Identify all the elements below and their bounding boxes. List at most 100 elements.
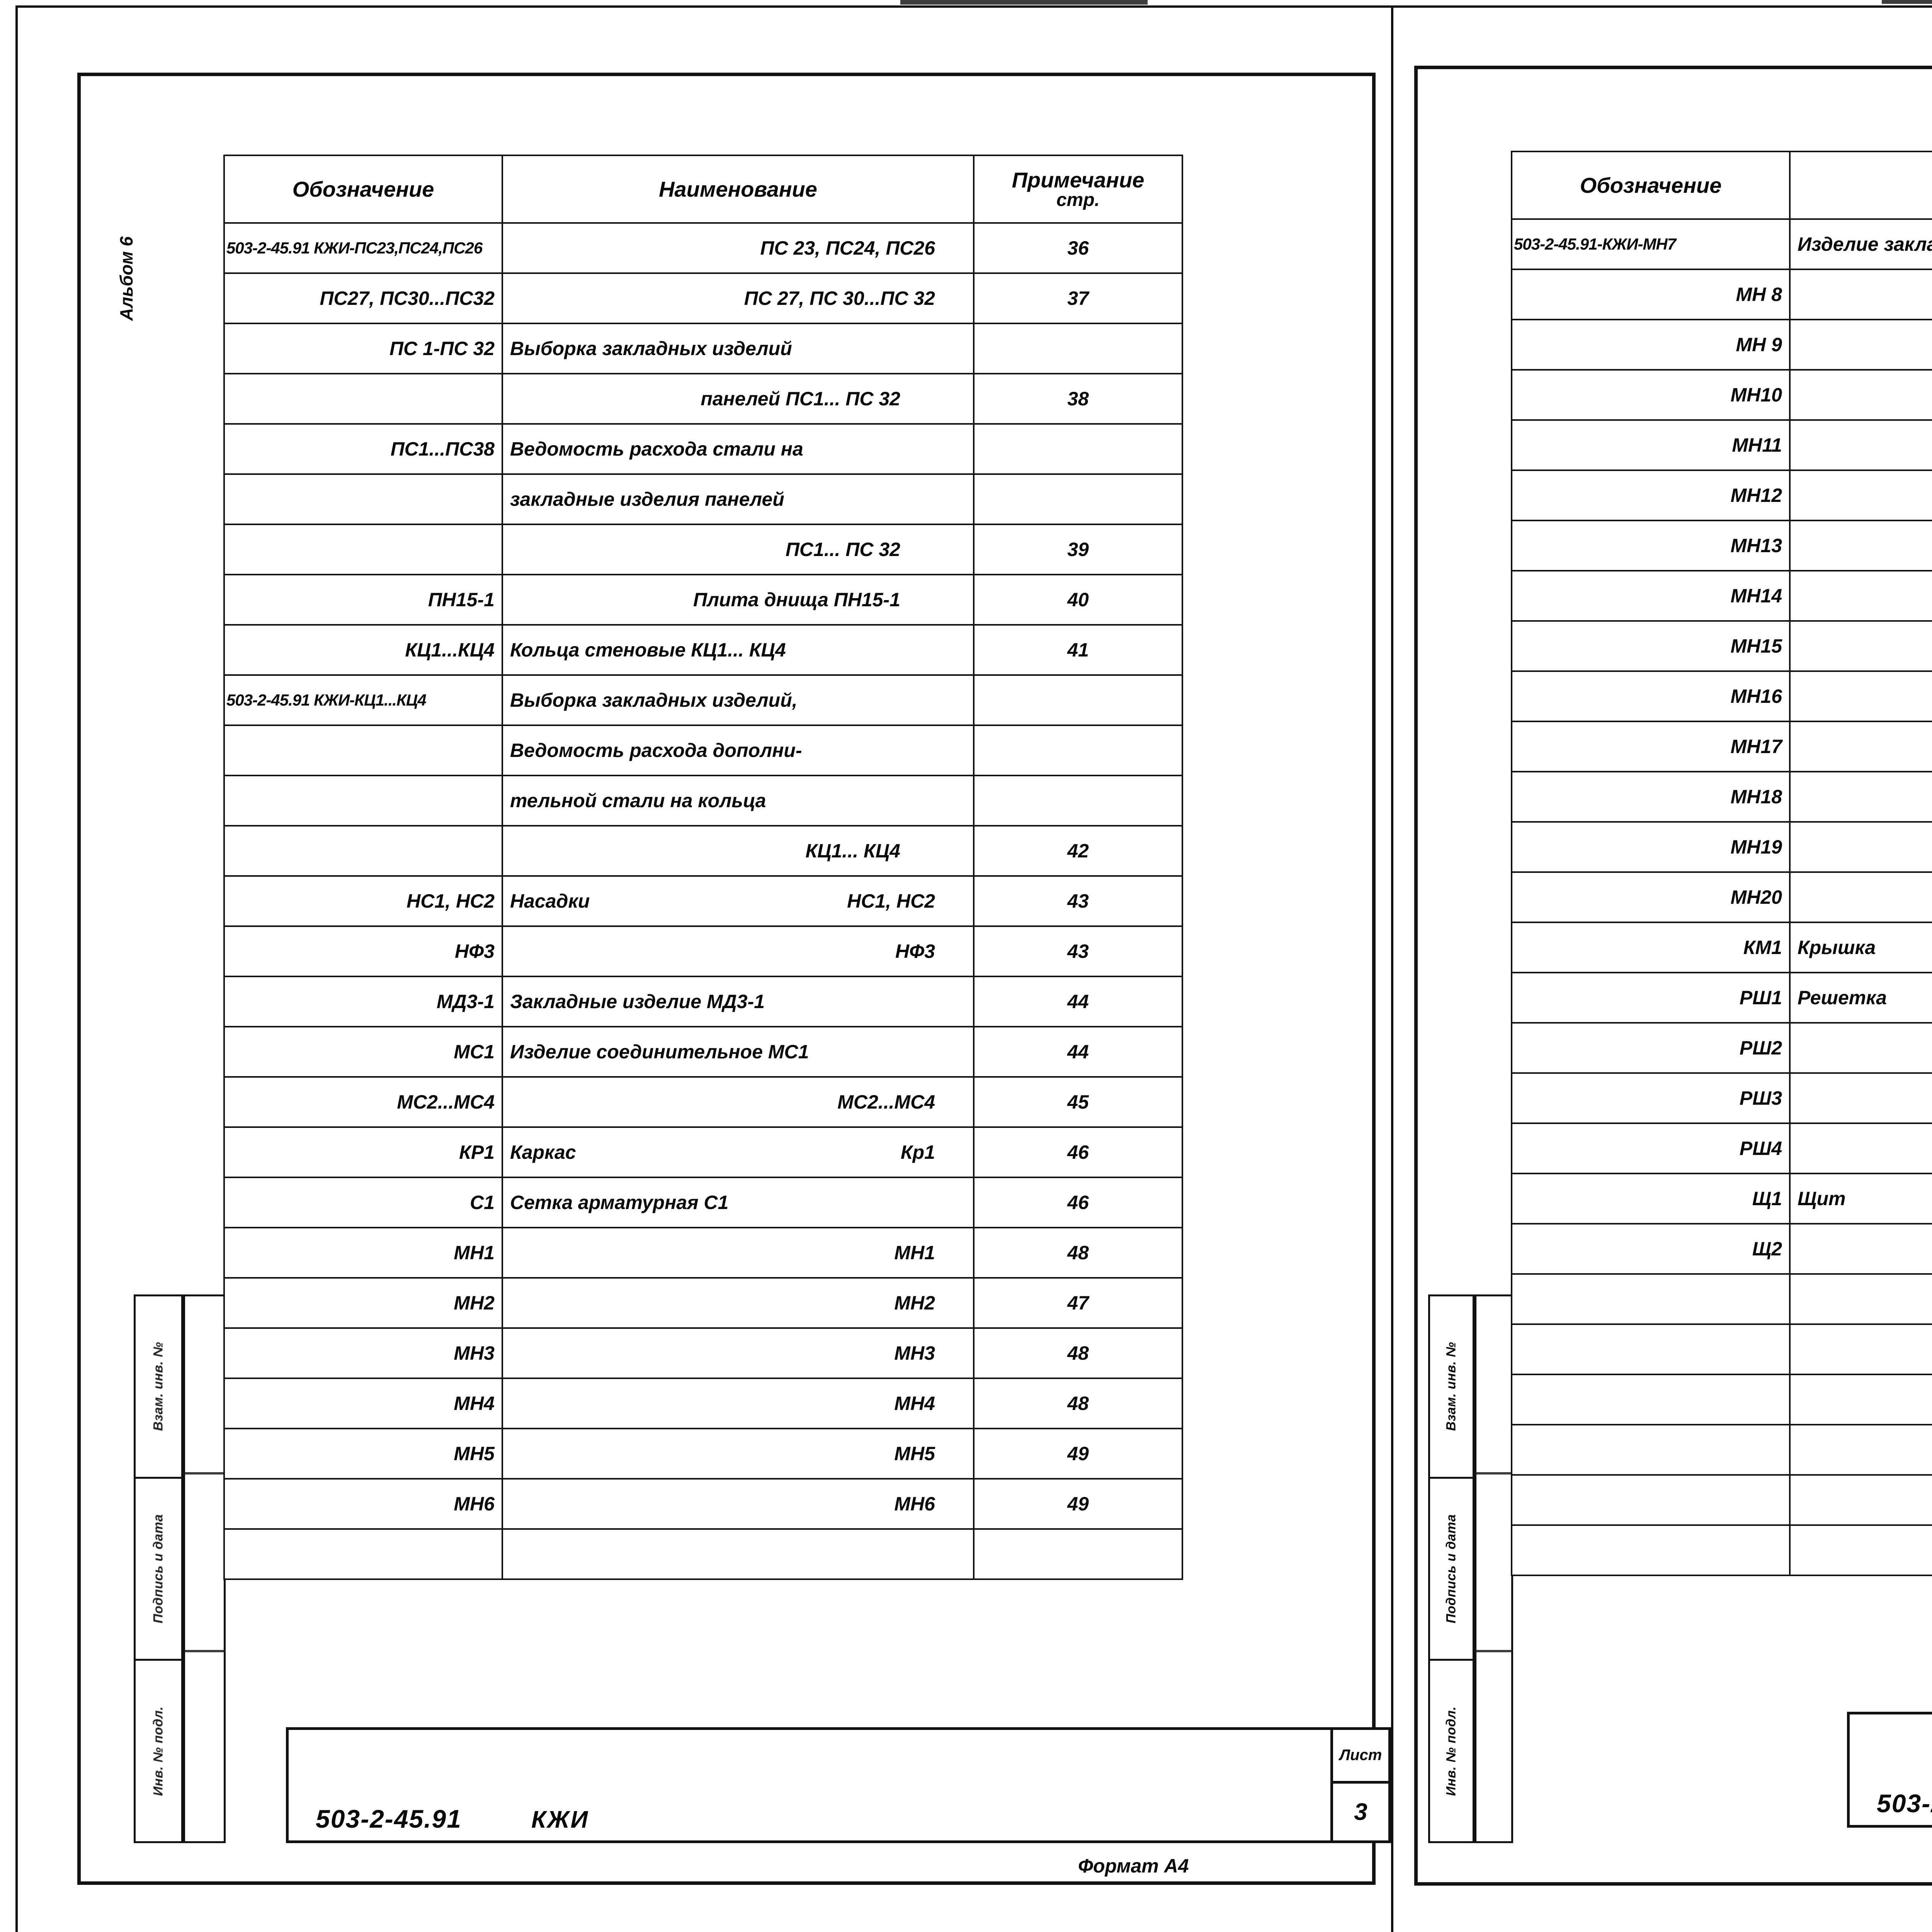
cell-designation: МН10 xyxy=(1511,369,1791,421)
cell-name-left: Сетка арматурная С1 xyxy=(510,1192,729,1213)
right-strip-divider-2 xyxy=(1475,1650,1513,1652)
side-label-podpis-data-right: Подпись и дата xyxy=(1430,1479,1473,1661)
cell-name: ПС 27, ПС 30...ПС 32 xyxy=(502,272,975,324)
table-row: РШ3РШ358 xyxy=(1511,1072,1932,1124)
table-row xyxy=(1511,1273,1932,1325)
table-row: ПН15-1 Плита днища ПН15-1 40 xyxy=(223,574,1183,626)
side-label-inv-podl-right: Инв. № подл. xyxy=(1444,1706,1459,1796)
cell-designation xyxy=(1511,1374,1791,1425)
column-header-designation: Обозначение xyxy=(1511,151,1791,220)
cell-name: РШ4 xyxy=(1789,1122,1932,1174)
cell-name: закладные изделия панелей xyxy=(502,473,975,525)
left-project-mark: КЖИ xyxy=(531,1806,589,1833)
right-title-block: 503-2- 45.91 КЖИ Лист 4 xyxy=(1847,1712,1932,1828)
cell-name-left: Решетка xyxy=(1798,987,1887,1009)
cell-designation: МН2 xyxy=(223,1277,503,1329)
table-row: РШ4РШ459 xyxy=(1511,1122,1932,1174)
cell-name: Кольца стеновые КЦ1... КЦ4 xyxy=(502,624,975,676)
cell-name: РШ2 xyxy=(1789,1022,1932,1074)
cell-page-number xyxy=(973,473,1183,525)
cell-name: МН12 xyxy=(1789,469,1932,521)
cell-name: МС2...МС4 xyxy=(502,1076,975,1128)
left-sheet-number: 3 xyxy=(1354,1798,1367,1825)
cell-name-right: КЦ1... КЦ4 xyxy=(805,840,900,862)
cell-name-right: Плита днища ПН15-1 xyxy=(693,589,900,611)
table-row: МН2 МН2 47 xyxy=(223,1277,1183,1329)
cell-designation: МД3-1 xyxy=(223,976,503,1027)
cell-designation xyxy=(223,775,503,827)
cell-designation: МН13 xyxy=(1511,520,1791,571)
cell-page-number: 43 xyxy=(973,875,1183,927)
cell-designation: ПС 1-ПС 32 xyxy=(223,323,503,374)
cell-page-number xyxy=(973,423,1183,475)
cell-designation: РШ3 xyxy=(1511,1072,1791,1124)
cell-name-left: Крышка xyxy=(1798,937,1876,958)
table-row: МС2...МС4 МС2...МС4 45 xyxy=(223,1076,1183,1128)
cell-page-number: 38 xyxy=(973,373,1183,425)
table-row: МН10МН1051 xyxy=(1511,369,1932,421)
cell-name: Сетка арматурная С1 xyxy=(502,1177,975,1228)
cell-name: МН3 xyxy=(502,1327,975,1379)
cell-designation xyxy=(223,724,503,776)
right-strip-subcolumn xyxy=(1475,1294,1513,1843)
cell-name: МН13 xyxy=(1789,520,1932,571)
cell-name-right: МН1 xyxy=(894,1242,935,1264)
cell-name: Изделие соединительное МС1 xyxy=(502,1026,975,1078)
cell-page-number: 42 xyxy=(973,825,1183,877)
cell-page-number: 48 xyxy=(973,1227,1183,1279)
side-label-podpis-data: Подпись и дата xyxy=(136,1479,181,1661)
cell-name: Щ2 xyxy=(1789,1223,1932,1275)
cell-designation: КМ1 xyxy=(1511,922,1791,973)
cell-designation: С1 xyxy=(223,1177,503,1228)
cell-designation: ПС1...ПС38 xyxy=(223,423,503,475)
cell-name-left: тельной стали на кольца xyxy=(510,790,766,811)
table-row: МН 9МН951 xyxy=(1511,319,1932,371)
cell-designation xyxy=(223,373,503,425)
table-row: МН20МН2056 xyxy=(1511,871,1932,923)
cell-name: МН16 xyxy=(1789,670,1932,722)
cell-page-number xyxy=(973,775,1183,827)
cell-designation xyxy=(223,473,503,525)
cell-page-number: 48 xyxy=(973,1327,1183,1379)
cell-designation: МН20 xyxy=(1511,871,1791,923)
table-row xyxy=(1511,1424,1932,1476)
table-row xyxy=(1511,1374,1932,1425)
table-row: Ведомость расхода дополни- xyxy=(223,724,1183,776)
cell-name: Закладные изделие МД3-1 xyxy=(502,976,975,1027)
cell-name: МН9 xyxy=(1789,319,1932,371)
cell-designation: РШ4 xyxy=(1511,1122,1791,1174)
table-row: НС1, НС2 Насадки НС1, НС2 43 xyxy=(223,875,1183,927)
cell-designation: НС1, НС2 xyxy=(223,875,503,927)
cell-designation: КЦ1...КЦ4 xyxy=(223,624,503,676)
table-row: МН 8МН850 xyxy=(1511,269,1932,320)
cell-name xyxy=(1789,1323,1932,1375)
cell-designation xyxy=(223,524,503,575)
cell-name xyxy=(502,1528,975,1580)
cell-name-right: МС2...МС4 xyxy=(837,1091,935,1113)
table-row: МН16МН1654 xyxy=(1511,670,1932,722)
table-row: КМ1КрышкаКМ157 xyxy=(1511,922,1932,973)
cell-name: РешеткаРШ1 xyxy=(1789,972,1932,1024)
cell-name-right: Кр1 xyxy=(900,1141,935,1163)
left-strip-divider-1 xyxy=(183,1472,226,1475)
cell-designation: МН6 xyxy=(223,1478,503,1530)
cell-name-left: Ведомость расхода дополни- xyxy=(510,740,802,761)
cell-name: МН 11 xyxy=(1789,419,1932,471)
table-row: КР1 Каркас Кр1 46 xyxy=(223,1126,1183,1178)
cell-page-number xyxy=(973,724,1183,776)
table-header-row: Обозначение Наименование Примечание стр. xyxy=(1511,151,1932,220)
cell-designation xyxy=(1511,1273,1791,1325)
cell-designation xyxy=(1511,1424,1791,1476)
cell-designation: МН19 xyxy=(1511,821,1791,873)
table-row: МН17МН1755 xyxy=(1511,721,1932,772)
scan-artifact-top-2 xyxy=(1882,0,1932,4)
cell-name-left: Ведомость расхода стали на xyxy=(510,438,803,460)
cell-page-number: 48 xyxy=(973,1378,1183,1429)
table-row: 503-2-45.91 КЖИ-ПС23,ПС24,ПС26 ПС 23, ПС2… xyxy=(223,222,1183,274)
table-row: ПС1...ПС38 Ведомость расхода стали на xyxy=(223,423,1183,475)
table-row xyxy=(1511,1524,1932,1576)
side-label-vzam-inv-right: Взам. инв. № xyxy=(1430,1296,1473,1479)
cell-name-right: НФ3 xyxy=(895,940,935,962)
cell-name: МН10 xyxy=(1789,369,1932,421)
table-row: МД3-1 Закладные изделие МД3-1 44 xyxy=(223,976,1183,1027)
